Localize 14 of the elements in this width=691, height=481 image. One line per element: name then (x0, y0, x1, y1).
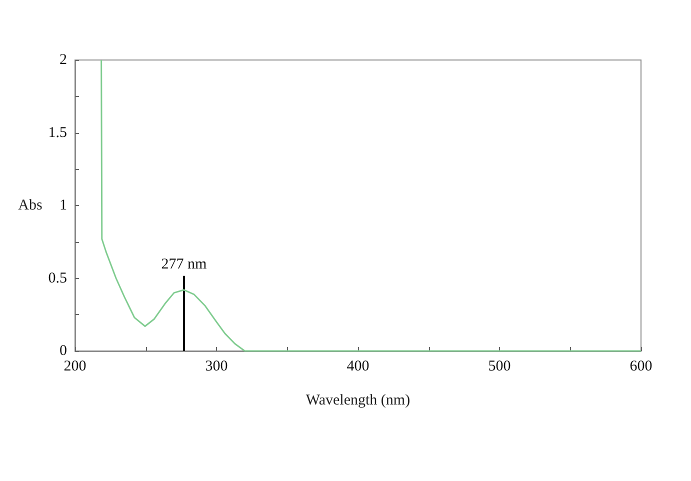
y-axis-title: Abs (18, 198, 43, 214)
annotation: 277 nm (161, 256, 207, 272)
x-tick-label: 600 (630, 358, 652, 374)
line-series (100, 59, 642, 352)
y-tick-label: 0 (60, 343, 67, 359)
y-tick-label: 1 (60, 198, 67, 214)
y-tick-label: 1.5 (48, 124, 67, 141)
x-tick-label: 200 (64, 358, 86, 374)
x-axis-title: Wavelength (nm) (306, 392, 410, 408)
x-tick-label: 300 (205, 358, 228, 374)
x-tick-label: 500 (488, 358, 511, 374)
x-tick-label: 400 (346, 358, 370, 374)
y-tick-label: 0.5 (48, 270, 67, 286)
y-tick-label: 2 (60, 52, 67, 68)
